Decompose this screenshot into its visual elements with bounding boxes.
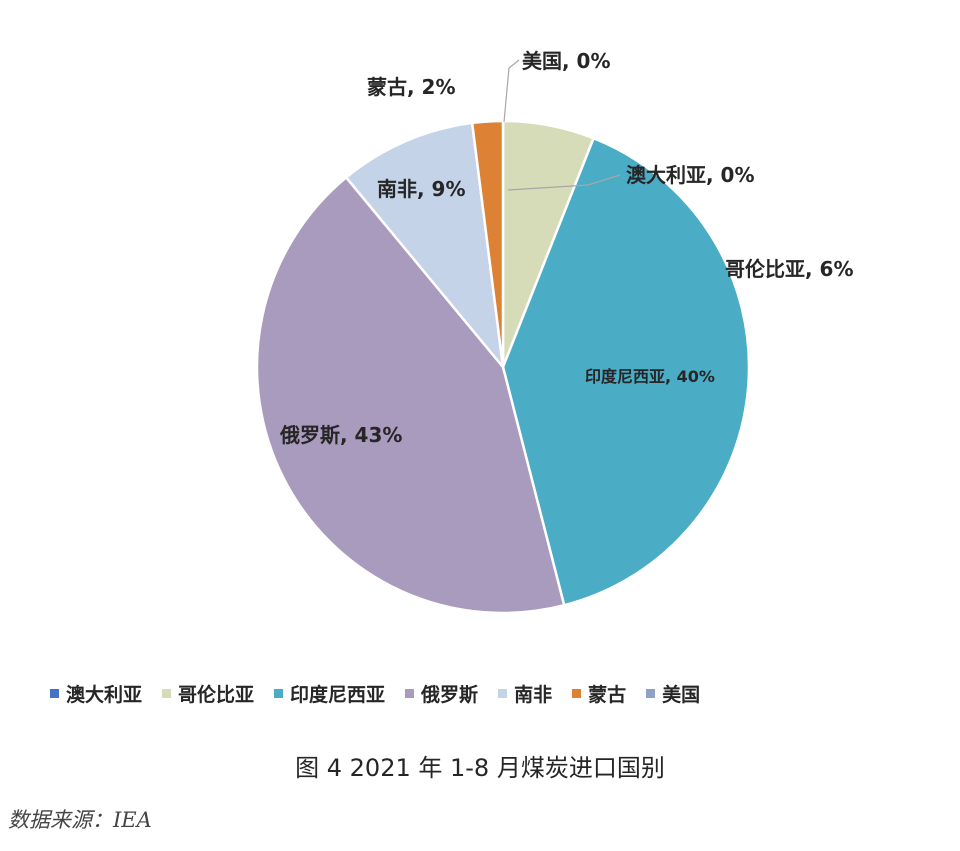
legend-swatch xyxy=(274,689,284,698)
legend-item-6: 美国 xyxy=(646,680,700,707)
data-label-2: 印度尼西亚, 40% xyxy=(585,367,715,386)
legend-item-4: 南非 xyxy=(498,680,552,707)
data-label-3: 俄罗斯, 43% xyxy=(279,423,402,447)
data-source-note: 数据来源：IEA xyxy=(8,808,152,832)
pie-chart: 澳大利亚, 0% 哥伦比亚, 6% 印度尼西亚, 40% 俄罗斯, 43% 南非, 9%… xyxy=(255,49,854,615)
legend-swatch xyxy=(162,689,172,698)
pie-slice-3 xyxy=(255,175,566,615)
chart-legend: 澳大利亚 哥伦比亚 印度尼西亚 俄罗斯 南非 蒙古 美国 xyxy=(50,680,930,707)
legend-label: 哥伦比亚 xyxy=(178,684,255,706)
pie-slice-2 xyxy=(501,136,751,607)
legend-item-0: 澳大利亚 xyxy=(50,680,142,707)
legend-swatch xyxy=(498,689,508,698)
data-label-0: 澳大利亚, 0% xyxy=(626,163,755,187)
legend-label: 美国 xyxy=(662,684,701,706)
legend-label: 蒙古 xyxy=(588,684,627,706)
data-labels: 澳大利亚, 0% 哥伦比亚, 6% 印度尼西亚, 40% 俄罗斯, 43% 南非, 9%… xyxy=(279,49,854,447)
pie-slice-5 xyxy=(470,119,505,368)
legend-item-1: 哥伦比亚 xyxy=(162,680,254,707)
pie-slice-4 xyxy=(344,121,505,372)
legend-swatch xyxy=(50,689,59,698)
legend-label: 南非 xyxy=(514,684,553,706)
data-label-4: 南非, 9% xyxy=(377,177,466,201)
figure-caption: 图 4 2021 年 1-8 月煤炭进口国别 xyxy=(295,754,665,782)
data-label-6: 美国, 0% xyxy=(522,49,611,73)
legend-swatch xyxy=(405,689,415,698)
legend-item-5: 蒙古 xyxy=(572,680,626,707)
pie-slices xyxy=(255,119,751,615)
legend-label: 澳大利亚 xyxy=(66,684,143,706)
legend-swatch xyxy=(646,689,656,698)
legend-swatch xyxy=(572,689,582,698)
leader-line-0 xyxy=(507,174,621,191)
legend-item-2: 印度尼西亚 xyxy=(274,680,385,707)
legend-item-3: 俄罗斯 xyxy=(405,680,478,707)
leader-line-6 xyxy=(503,59,520,123)
leader-lines xyxy=(503,59,621,191)
data-label-5: 蒙古, 2% xyxy=(367,75,456,99)
legend-label: 印度尼西亚 xyxy=(290,684,386,706)
legend-label: 俄罗斯 xyxy=(421,684,479,706)
data-label-1: 哥伦比亚, 6% xyxy=(725,257,854,281)
